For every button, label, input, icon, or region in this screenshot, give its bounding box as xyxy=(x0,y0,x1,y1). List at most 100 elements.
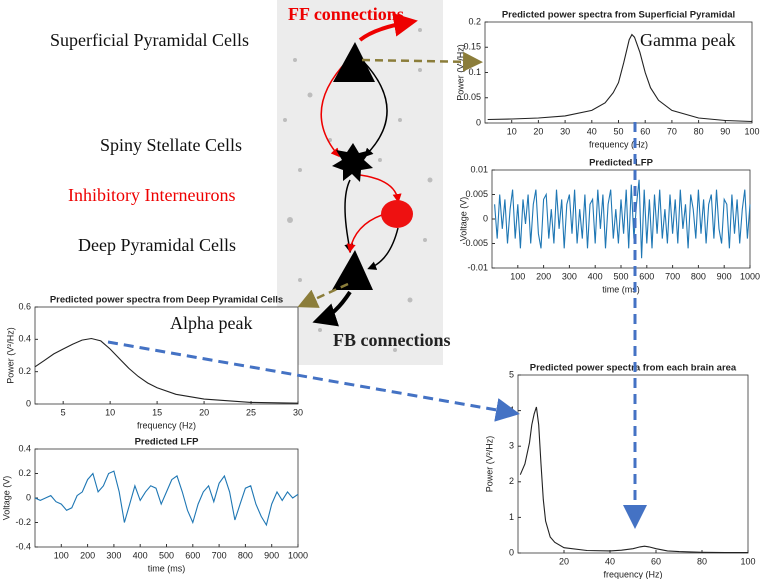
x-tick-label: 20 xyxy=(199,407,209,417)
y-tick-label: 3 xyxy=(509,441,514,451)
x-tick-label: 800 xyxy=(691,271,706,281)
y-tick-label: 1 xyxy=(509,512,514,522)
x-tick-label: 100 xyxy=(54,550,69,560)
y-tick-label: 0.2 xyxy=(468,16,481,26)
ff-label: FF connections xyxy=(288,4,404,24)
superficial-pyramidal-cell xyxy=(333,42,375,82)
chart-title: Predicted LFP xyxy=(135,437,200,448)
x-tick-label: 800 xyxy=(238,550,253,560)
x-tick-label: 25 xyxy=(246,407,256,417)
x-tick-label: 600 xyxy=(639,271,654,281)
series-line xyxy=(494,179,751,259)
series-line xyxy=(34,337,299,404)
x-tick-label: 100 xyxy=(744,126,759,136)
x-tick-label: 90 xyxy=(720,126,730,136)
x-tick-label: 10 xyxy=(507,126,517,136)
x-axis-label: frequency (Hz) xyxy=(589,139,648,149)
x-axis-label: frequency (Hz) xyxy=(137,420,196,430)
y-tick-label: 0 xyxy=(26,492,31,502)
x-tick-label: 700 xyxy=(665,271,680,281)
y-tick-label: -0.2 xyxy=(15,517,31,527)
cell-label: Inhibitory Interneurons xyxy=(68,185,235,205)
chart: 100 200 300 400 500 600 700 800 900 1000 -0.4 -0.2 0… xyxy=(1,437,308,574)
x-tick-label: 15 xyxy=(152,407,162,417)
x-tick-label: 40 xyxy=(605,556,615,566)
deep-pyramidal-cell xyxy=(332,250,373,290)
plot-area xyxy=(517,374,749,554)
x-tick-label: 80 xyxy=(697,556,707,566)
y-axis-label: Voltage (V) xyxy=(458,197,468,242)
annotation: Gamma peak xyxy=(640,30,735,50)
x-tick-label: 40 xyxy=(587,126,597,136)
x-tick-label: 5 xyxy=(61,407,66,417)
x-tick-label: 1000 xyxy=(740,271,760,281)
chart-title: Predicted power spectra from Deep Pyrami… xyxy=(50,295,283,306)
series-line xyxy=(487,33,753,123)
series-line xyxy=(519,406,748,554)
chart: 100 200 300 400 500 600 700 800 900 1000 -0.01 -0.0… xyxy=(458,158,760,295)
y-tick-label: 0 xyxy=(509,547,514,557)
x-tick-label: 900 xyxy=(264,550,279,560)
x-axis-label: time (ms) xyxy=(602,284,640,294)
y-axis-label: Power (V²/Hz) xyxy=(484,436,494,493)
charts: 10 20 30 40 50 60 70 80 90 10000.050.10.150.2Pred… xyxy=(1,10,760,579)
inhibitory-interneuron xyxy=(381,200,413,228)
fb-label: FB connections xyxy=(333,330,451,350)
y-tick-label: 0 xyxy=(26,398,31,408)
x-tick-label: 20 xyxy=(559,556,569,566)
y-axis-label: Power (V²/Hz) xyxy=(5,327,15,384)
y-tick-label: 2 xyxy=(509,476,514,486)
y-tick-label: 5 xyxy=(509,369,514,379)
x-tick-label: 60 xyxy=(640,126,650,136)
x-tick-label: 80 xyxy=(694,126,704,136)
x-tick-label: 50 xyxy=(613,126,623,136)
x-tick-label: 400 xyxy=(588,271,603,281)
x-tick-label: 60 xyxy=(651,556,661,566)
cell-label: Superficial Pyramidal Cells xyxy=(50,30,249,50)
x-tick-label: 300 xyxy=(562,271,577,281)
y-axis-label: Voltage (V) xyxy=(1,476,11,521)
x-axis-label: time (ms) xyxy=(148,563,186,573)
plot-area xyxy=(34,306,299,405)
plot-area xyxy=(34,448,299,548)
annotation: Alpha peak xyxy=(170,313,252,333)
x-tick-label: 600 xyxy=(185,550,200,560)
x-tick-label: 200 xyxy=(536,271,551,281)
plot-area xyxy=(491,169,751,269)
y-tick-label: 0.01 xyxy=(470,164,488,174)
x-tick-label: 500 xyxy=(613,271,628,281)
cell-texture xyxy=(283,28,433,352)
x-tick-label: 20 xyxy=(533,126,543,136)
x-tick-label: 70 xyxy=(667,126,677,136)
y-tick-label: 0.4 xyxy=(18,443,31,453)
y-tick-label: -0.01 xyxy=(467,262,488,272)
x-tick-label: 10 xyxy=(105,407,115,417)
series-line xyxy=(34,470,299,527)
y-tick-label: 0.15 xyxy=(463,42,481,52)
cell-label: Spiny Stellate Cells xyxy=(100,135,242,155)
x-tick-label: 1000 xyxy=(288,550,308,560)
cell-label: Deep Pyramidal Cells xyxy=(78,235,236,255)
x-tick-label: 200 xyxy=(80,550,95,560)
y-tick-label: 0.2 xyxy=(18,366,31,376)
x-tick-label: 300 xyxy=(106,550,121,560)
x-tick-label: 30 xyxy=(293,407,303,417)
y-tick-label: 0 xyxy=(476,117,481,127)
x-tick-label: 500 xyxy=(159,550,174,560)
x-tick-label: 30 xyxy=(560,126,570,136)
y-tick-label: 0.1 xyxy=(468,67,481,77)
y-axis-label: Power (V²/Hz) xyxy=(455,44,465,101)
chart-title: Predicted LFP xyxy=(589,158,654,169)
y-tick-label: 0.4 xyxy=(18,334,31,344)
x-tick-label: 400 xyxy=(133,550,148,560)
y-tick-label: 0.2 xyxy=(18,468,31,478)
x-axis-label: frequency (Hz) xyxy=(603,569,662,579)
chart-title: Predicted power spectra from each brain … xyxy=(530,363,737,374)
chart-title: Predicted power spectra from Superficial… xyxy=(502,10,735,21)
y-tick-label: 0.6 xyxy=(18,301,31,311)
y-tick-label: -0.005 xyxy=(462,238,488,248)
y-tick-label: 0.005 xyxy=(465,189,488,199)
